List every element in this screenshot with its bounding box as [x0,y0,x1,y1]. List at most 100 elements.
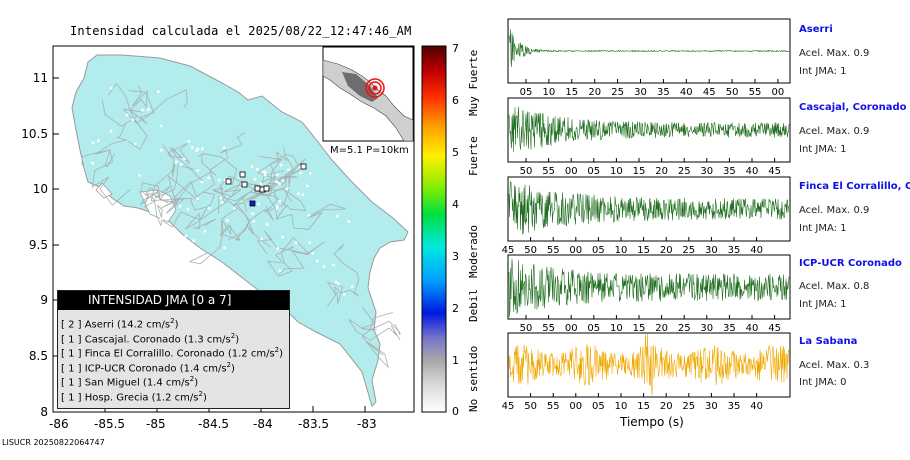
road-line [369,312,393,331]
town-dot [203,229,207,233]
town-dot [91,161,94,165]
trace-jma: Int JMA: 1 [799,144,847,155]
town-dot [257,202,261,206]
road-line [361,307,377,331]
waveform-tick-label: 10 [543,87,556,98]
waveform-panel: 50 55 00 05 10 15 20 25 30 35 40 45 [507,97,791,177]
footer-id: LISUCR 20250822064747 [2,438,105,447]
town-dot [334,280,338,284]
road-line [104,149,116,168]
trace-station-name: Aserri [799,24,833,35]
town-dot [294,241,298,245]
town-dot [159,148,163,152]
road-line [266,236,311,277]
town-dot [256,167,259,171]
legend-list: [ 2 ] Aserri (14.2 cm/s2) [ 1 ] Cascajal… [61,314,289,403]
road-line [188,219,241,265]
town-dot [133,142,137,146]
road-line [129,85,148,111]
trace-jma: Int JMA: 1 [799,223,847,234]
town-dot [306,184,309,188]
town-dot [277,182,281,185]
waveform-tick-label: 10 [615,245,628,256]
waveform-tick-label: 35 [728,245,741,256]
road-line [201,153,217,176]
colorbar-labels: No sentido Debil Moderado Fuerte Muy Fue… [467,50,480,412]
waveform-tick-label: 05 [520,87,533,98]
road-line [169,147,203,182]
trace-accel: Acel. Max. 0.9 [799,48,870,59]
waveform-tick-label: 20 [588,87,601,98]
legend-item: [ 1 ] Cascajal. Coronado (1.3 cm/s2) [61,331,240,345]
waveform-tick-label: 45 [703,87,716,98]
waveform-tick-label: 55 [542,166,555,177]
y-tick: 10 [33,182,48,196]
colorbar-tick: 7 [452,42,459,55]
waveform-tick-label: 30 [705,401,718,412]
map-land [71,54,409,407]
colorbar-tick: 0 [452,405,459,418]
waveform-tick-label: 10 [610,166,623,177]
trace-station-name: La Sabana [799,336,858,347]
town-dot [307,213,311,217]
town-dot [301,193,305,197]
waveform-tick-label: 40 [746,166,759,177]
town-dot [332,263,335,267]
town-dot [309,172,312,175]
colorbar-tick: 1 [452,354,459,367]
trace-jma: Int JMA: 0 [799,377,847,388]
y-tick: 10.5 [21,127,48,141]
map-x-axis: -86 -85.5 -85 -84.5 -84 -83.5 -83 [49,406,377,431]
road-line [326,281,351,308]
road-line [197,153,238,186]
legend-header: INTENSIDAD JMA [0 a 7] [58,291,289,310]
road-line [172,169,215,211]
y-tick: 8.5 [29,349,48,363]
colorbar-label: Fuerte [467,136,480,176]
town-dot [138,174,142,177]
epicenter-icon [365,78,385,98]
town-dot [226,219,229,222]
town-dot [178,204,182,208]
trace-accel: Acel. Max. 0.3 [799,360,870,371]
town-dot [147,108,150,111]
waveform-tick-label: 10 [610,323,623,334]
waveform-tick-label: 15 [565,87,578,98]
waveform-tick-label: 10 [615,401,628,412]
y-tick: 9 [40,293,48,307]
inset-label: M=5.1 P=10km [330,145,409,156]
waveform-tick-label: 30 [634,87,647,98]
waveform-tick-label: 45 [502,245,515,256]
y-tick: 9.5 [29,238,48,252]
road-network [81,82,401,369]
waveform-tick-label: 45 [502,401,515,412]
waveform-tick-label: 50 [520,166,533,177]
waveform-tick-label: 00 [569,401,582,412]
waveform-tick-label: 15 [633,166,646,177]
waveform-tick-label: 45 [768,323,781,334]
trace-accel: Acel. Max. 0.8 [799,281,870,292]
town-dot [281,235,284,239]
waveform-trace [508,181,790,235]
inset-map: M=5.1 P=10km [322,46,414,156]
town-dot [285,187,289,191]
waveform-tick-label: 30 [700,166,713,177]
road-line [219,175,265,199]
town-dot [222,146,226,150]
town-dot [191,146,194,149]
town-dot [253,177,257,181]
legend-item: [ 1 ] San Miguel (1.4 cm/s2) [61,375,199,389]
waveform-tick-label: 55 [542,323,555,334]
waveform-tick-label: 35 [728,401,741,412]
road-line [256,230,291,255]
waveform-tick-label: 20 [655,166,668,177]
map-frame [52,45,415,413]
waveform-tick-label: 25 [682,401,695,412]
trace-station-name: Cascajal, Coronado [799,102,907,113]
town-dot [156,90,160,93]
road-line [159,198,186,214]
town-dot [175,160,178,164]
colorbar-ticks: 0 1 2 3 4 5 6 7 [452,42,459,418]
town-dot [97,139,100,143]
